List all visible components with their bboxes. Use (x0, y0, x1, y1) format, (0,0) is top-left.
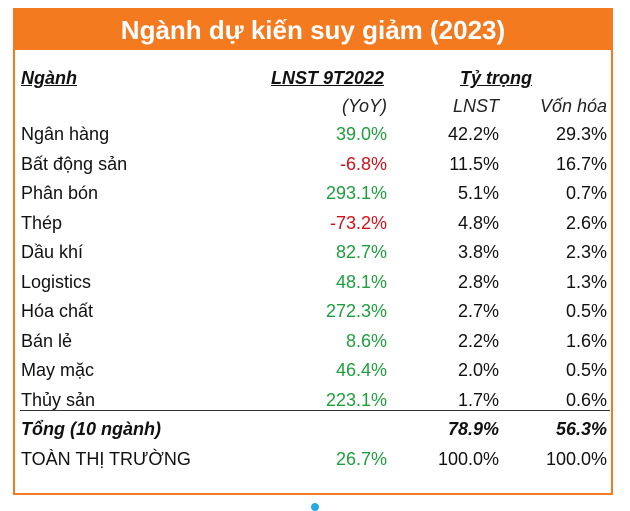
row-yoy: -6.8% (339, 153, 387, 174)
row-lnst: 2.7% (457, 301, 499, 321)
row-cap: 2.6% (565, 212, 607, 233)
row-yoy: 272.3% (325, 301, 387, 321)
market-label: TOÀN THỊ TRƯỜNG (21, 449, 191, 469)
row-cap: 0.7% (565, 183, 607, 203)
row-sector: Bất động sản (21, 153, 128, 174)
row-lnst: 2.2% (457, 330, 499, 351)
row-sector: Hóa chất (21, 301, 94, 321)
total-lnst: 78.9% (447, 419, 499, 439)
row-sector: Ngân hàng (21, 124, 110, 144)
row-lnst: 42.2% (447, 124, 499, 144)
row-cap: 0.5% (565, 301, 607, 321)
row-lnst: 5.1% (457, 183, 499, 203)
row-yoy: 223.1% (325, 389, 387, 410)
row-sector: Thép (21, 212, 63, 233)
row-lnst: 4.8% (457, 212, 499, 233)
header-weight-cap: Vốn hóa (539, 96, 607, 116)
row-cap: 0.5% (565, 360, 607, 380)
row-cap: 16.7% (555, 153, 607, 174)
row-sector: May mặc (21, 360, 95, 380)
slide-marker-dot (311, 503, 319, 511)
row-yoy: 8.6% (345, 330, 387, 351)
row-lnst: 11.5% (449, 153, 499, 174)
row-yoy: 39.0% (335, 124, 387, 144)
total-divider (20, 410, 610, 411)
table-panel: Ngành dự kiến suy giảm (2023) Ngành LNST… (13, 8, 613, 495)
row-cap: 1.3% (565, 271, 607, 292)
row-yoy: 46.4% (335, 360, 387, 380)
row-yoy: 48.1% (335, 271, 387, 292)
row-lnst: 3.8% (457, 242, 499, 262)
row-lnst: 2.8% (457, 271, 499, 292)
header-sector: Ngành (21, 68, 77, 88)
header-weight-profit: LNST (452, 96, 499, 116)
market-lnst: 100.0% (437, 449, 499, 469)
row-yoy: 82.7% (335, 242, 387, 262)
row-sector: Bán lẻ (21, 330, 73, 351)
header-profit: LNST 9T2022 (271, 68, 385, 88)
row-sector: Thủy sản (21, 389, 96, 410)
row-sector: Phân bón (21, 183, 99, 203)
total-label: Tổng (10 ngành) (21, 419, 161, 439)
header-profit-sub: (YoY) (341, 96, 387, 116)
row-yoy: 293.1% (325, 183, 387, 203)
row-sector: Logistics (21, 271, 92, 292)
header-weight: Tỷ trọng (460, 68, 532, 88)
row-sector: Dầu khí (21, 242, 84, 262)
panel-title: Ngành dự kiến suy giảm (2023) (15, 10, 611, 50)
row-cap: 2.3% (565, 242, 607, 262)
row-cap: 1.6% (565, 330, 607, 351)
total-cap: 56.3% (555, 419, 607, 439)
row-cap: 0.6% (565, 389, 607, 410)
row-lnst: 2.0% (457, 360, 499, 380)
row-lnst: 1.7% (457, 389, 499, 410)
row-cap: 29.3% (555, 124, 607, 144)
market-cap: 100.0% (545, 449, 607, 469)
row-yoy: -73.2% (329, 212, 387, 233)
market-yoy: 26.7% (335, 449, 387, 469)
